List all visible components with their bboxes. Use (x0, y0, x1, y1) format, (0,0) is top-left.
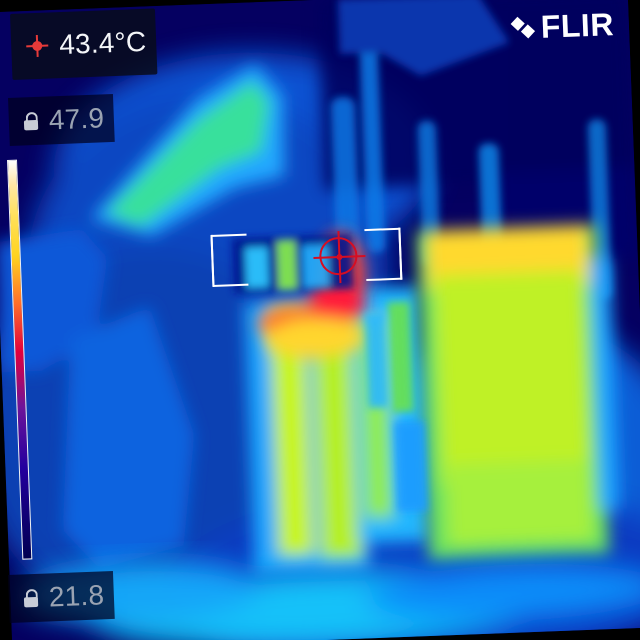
temperature-range-min: 21.8 (8, 570, 115, 623)
spot-temperature-value: 43.4°C (58, 25, 147, 61)
range-min-value: 21.8 (48, 579, 105, 613)
lock-icon (23, 112, 40, 131)
spot-crosshair-icon (25, 34, 50, 59)
flir-logo: FLIR (512, 4, 617, 48)
temperature-range-max: 47.9 (8, 93, 115, 146)
lower-glow (20, 561, 640, 640)
left-structure (0, 64, 285, 569)
brand-logo-text: FLIR (540, 5, 615, 45)
flir-logo-icon (512, 16, 535, 39)
right-radiator-block (416, 224, 620, 561)
spot-temperature-readout: 43.4°C (10, 8, 158, 80)
equipment-details (231, 233, 428, 513)
lock-icon (23, 589, 40, 608)
range-max-value: 47.9 (48, 102, 105, 136)
poles-and-towers (330, 0, 613, 300)
